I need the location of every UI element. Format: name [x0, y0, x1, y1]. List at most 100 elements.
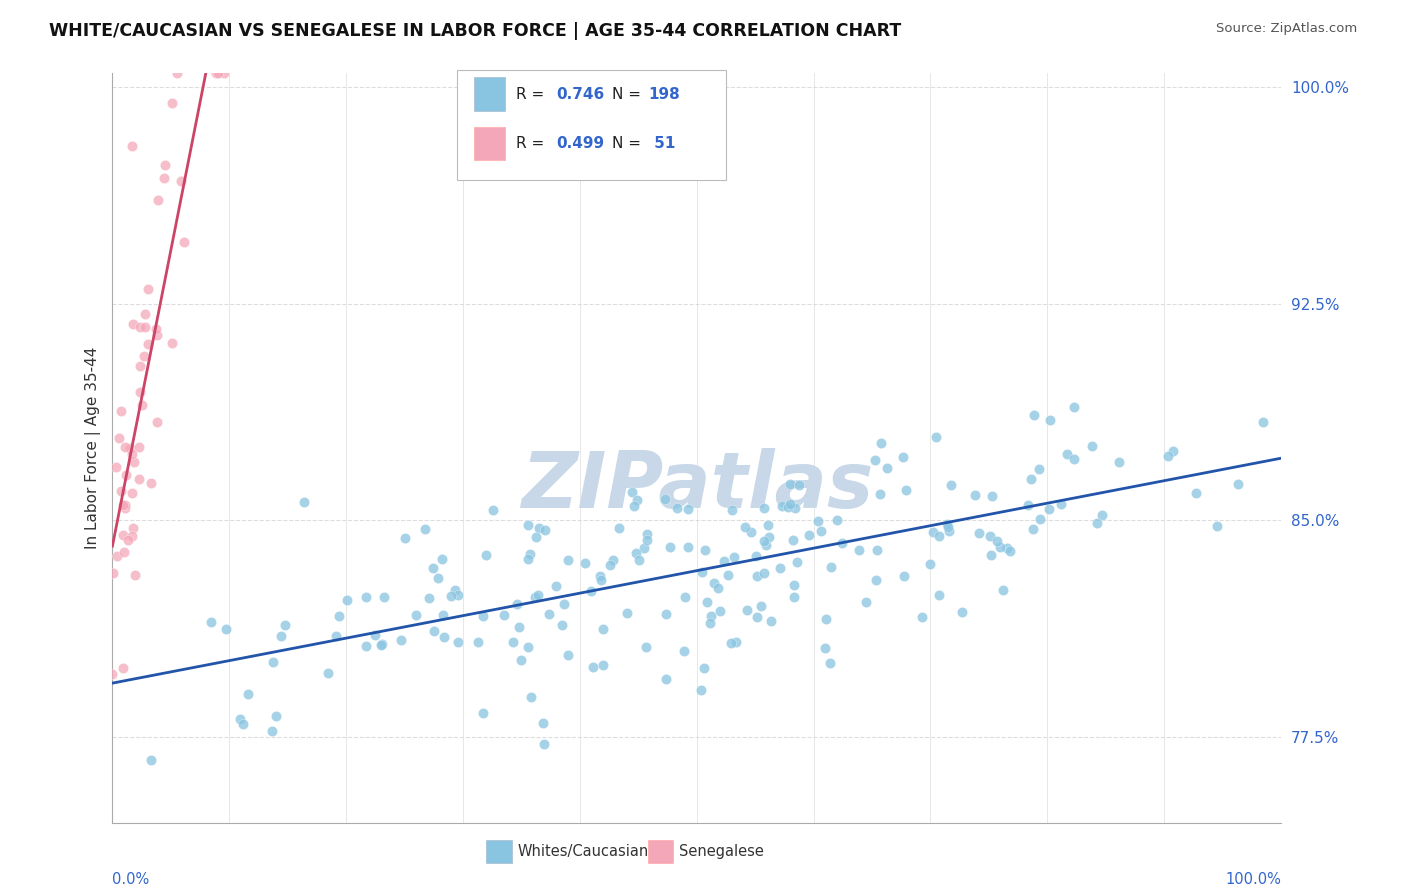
Point: [936, 520, 959, 534]
Point: [626, 492, 648, 507]
Point: [965, 487, 987, 501]
Point: [1080, 440, 1102, 454]
Point: [204, 66, 226, 80]
Point: [713, 554, 735, 568]
Point: [678, 540, 700, 554]
Point: [121, 529, 143, 543]
Point: [122, 318, 145, 332]
Point: [105, 549, 128, 563]
Text: 0.0%: 0.0%: [112, 872, 149, 888]
Point: [818, 657, 841, 671]
Text: N =: N =: [612, 87, 645, 102]
Point: [709, 604, 731, 618]
Y-axis label: In Labor Force | Age 35-44: In Labor Force | Age 35-44: [86, 347, 101, 549]
Point: [1063, 451, 1085, 466]
Point: [700, 609, 723, 624]
Point: [527, 521, 550, 535]
Text: 198: 198: [648, 87, 681, 102]
Point: [628, 553, 651, 567]
Point: [693, 661, 716, 675]
Point: [557, 648, 579, 663]
Point: [316, 665, 339, 680]
Point: [370, 638, 392, 652]
Point: [624, 546, 647, 560]
Point: [986, 534, 1008, 549]
Point: [758, 530, 780, 544]
Point: [967, 526, 990, 541]
Point: [427, 571, 450, 585]
Point: [153, 158, 176, 172]
Point: [865, 574, 887, 588]
Point: [579, 583, 602, 598]
Point: [124, 567, 146, 582]
Point: [814, 612, 837, 626]
Point: [745, 569, 768, 583]
Point: [754, 501, 776, 516]
Point: [405, 607, 427, 622]
Point: [928, 588, 950, 602]
Point: [769, 561, 792, 575]
Point: [232, 716, 254, 731]
Point: [980, 548, 1002, 562]
Point: [848, 543, 870, 558]
Point: [418, 591, 440, 606]
Point: [494, 608, 516, 623]
Text: 51: 51: [648, 136, 675, 151]
Text: Senegalese: Senegalese: [679, 845, 763, 859]
Point: [935, 517, 957, 532]
Point: [173, 235, 195, 249]
Point: [264, 709, 287, 723]
Point: [751, 599, 773, 613]
Point: [215, 622, 238, 636]
Point: [756, 517, 779, 532]
Point: [170, 174, 193, 188]
Point: [139, 476, 162, 491]
Point: [740, 525, 762, 540]
Point: [636, 527, 658, 541]
Point: [538, 607, 561, 621]
Point: [475, 548, 498, 562]
Point: [262, 724, 284, 739]
Point: [128, 472, 150, 486]
Point: [139, 753, 162, 767]
Point: [754, 566, 776, 580]
Point: [121, 447, 143, 461]
Point: [160, 95, 183, 110]
Point: [443, 583, 465, 598]
Point: [122, 521, 145, 535]
Point: [138, 282, 160, 296]
Text: R =: R =: [516, 136, 550, 151]
Point: [993, 583, 1015, 598]
Point: [520, 690, 543, 705]
Text: N =: N =: [612, 136, 645, 151]
Point: [938, 524, 960, 538]
Point: [745, 549, 768, 564]
Point: [229, 713, 252, 727]
Point: [1063, 400, 1085, 414]
Text: ZIPatlas: ZIPatlas: [520, 448, 873, 524]
Point: [447, 589, 470, 603]
Point: [979, 528, 1001, 542]
Point: [432, 608, 454, 623]
Point: [354, 590, 377, 604]
Point: [134, 350, 156, 364]
Point: [602, 553, 624, 567]
Point: [519, 547, 541, 561]
Point: [869, 487, 891, 501]
Point: [200, 615, 222, 629]
Point: [988, 540, 1011, 554]
Point: [925, 430, 948, 444]
Text: WHITE/CAUCASIAN VS SENEGALESE IN LABOR FORCE | AGE 35-44 CORRELATION CHART: WHITE/CAUCASIAN VS SENEGALESE IN LABOR F…: [49, 22, 901, 40]
Point: [723, 550, 745, 565]
Point: [720, 636, 742, 650]
Point: [129, 384, 152, 399]
Point: [110, 484, 132, 499]
Point: [782, 533, 804, 547]
Point: [146, 328, 169, 343]
Point: [508, 620, 530, 634]
Point: [623, 499, 645, 513]
Point: [1028, 462, 1050, 476]
Point: [212, 66, 235, 80]
Point: [371, 637, 394, 651]
Point: [238, 687, 260, 701]
